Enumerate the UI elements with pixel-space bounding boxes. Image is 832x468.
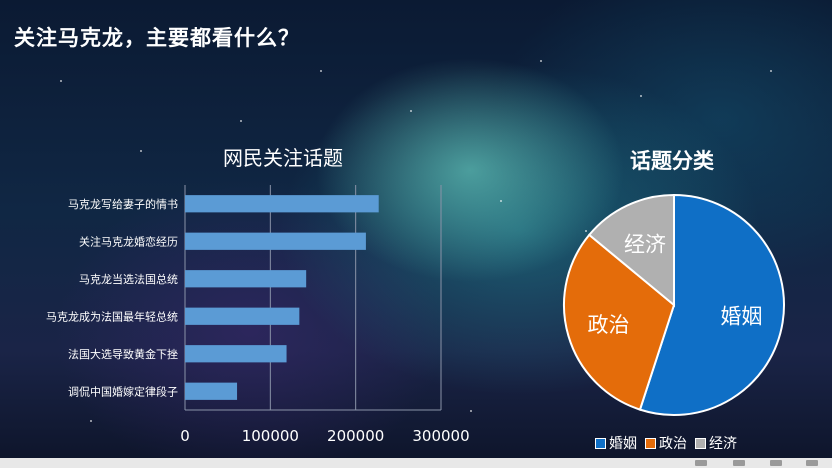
bar (185, 307, 300, 325)
page-title: 关注马克龙，主要都看什么？ (14, 26, 300, 50)
pie-slice (587, 193, 675, 308)
pie-slice (638, 193, 785, 416)
category-label: 马克龙成为法国最年轻总统 (46, 309, 178, 323)
slideshow-icon[interactable] (806, 460, 818, 466)
bar-chart-title: 网民关注话题 (223, 146, 343, 170)
legend-item: 经济 (695, 433, 737, 453)
legend-swatch (595, 437, 606, 449)
category-label: 马克龙写给妻子的情书 (68, 197, 178, 211)
x-tick-label: 200000 (327, 427, 384, 445)
legend-label: 政治 (659, 436, 687, 452)
pie-slice-label: 政治 (588, 313, 630, 337)
x-tick-label: 0 (180, 427, 190, 445)
topics-bar-chart: 网民关注话题 0 100000 200000 300000 马克龙写给妻子的情书关注马克龙… (46, 146, 470, 445)
legend-swatch (695, 437, 706, 449)
pie-chart-title: 话题分类 (630, 149, 715, 173)
x-tick-label: 300000 (412, 427, 469, 445)
legend-swatch (645, 437, 656, 449)
reading-view-icon[interactable] (770, 460, 782, 466)
bar (185, 382, 238, 400)
bar (185, 195, 379, 213)
category-label: 关注马克龙婚恋经历 (79, 234, 178, 248)
legend-item: 婚姻 (595, 433, 637, 453)
category-label: 马克龙当选法国总统 (79, 272, 178, 286)
category-label: 法国大选导致黄金下挫 (68, 347, 178, 361)
normal-view-icon[interactable] (695, 460, 707, 466)
pie-slice-label: 婚姻 (720, 305, 762, 329)
bar (185, 345, 287, 363)
bar (185, 270, 307, 288)
category-label: 调侃中国婚嫁定律段子 (68, 384, 178, 398)
pie-legend: 婚姻 政治 经济 (595, 433, 737, 453)
pie-slice-label: 经济 (624, 232, 666, 256)
x-tick-label: 100000 (242, 427, 299, 445)
slideshow-status-bar (0, 458, 832, 468)
slide-sorter-icon[interactable] (733, 460, 745, 466)
bar (185, 232, 366, 250)
pie-slice (563, 233, 676, 411)
legend-label: 经济 (709, 436, 737, 452)
legend-item: 政治 (645, 433, 687, 453)
legend-label: 婚姻 (609, 436, 637, 452)
